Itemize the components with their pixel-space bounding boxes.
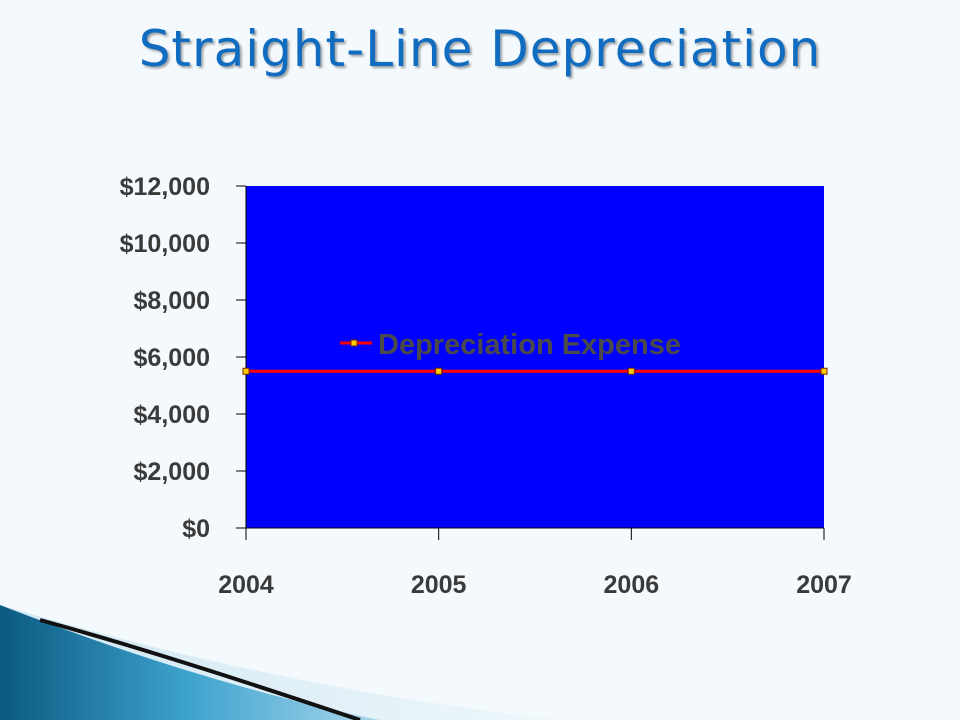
y-tick-label: $10,000 — [120, 230, 210, 258]
y-tick-label: $8,000 — [134, 287, 210, 315]
y-axis: $0 $2,000 $4,000 $6,000 $8,000 $10,000 $12,000 — [120, 173, 247, 543]
legend-marker-swatch — [350, 339, 358, 347]
data-point-marker — [435, 367, 443, 375]
y-tick-label: $4,000 — [134, 401, 210, 429]
y-tick-label: $0 — [182, 515, 210, 543]
x-tick-label: 2005 — [411, 571, 467, 599]
data-point-marker — [820, 367, 828, 375]
slide-title: Straight-Line Depreciation — [138, 20, 822, 78]
data-point-marker — [627, 367, 635, 375]
corner-swoosh-decoration — [0, 605, 560, 720]
series-layer — [242, 367, 828, 375]
x-tick-label: 2007 — [796, 571, 852, 599]
legend-label: Depreciation Expense — [378, 329, 681, 361]
data-point-marker — [242, 367, 250, 375]
x-tick-label: 2004 — [218, 571, 274, 599]
y-tick-label: $2,000 — [134, 458, 210, 486]
x-axis: 2004 2005 2006 2007 — [218, 527, 852, 599]
x-tick-label: 2006 — [604, 571, 660, 599]
legend: Depreciation Expense — [340, 329, 681, 361]
y-tick-label: $12,000 — [120, 173, 210, 201]
plot-area — [246, 186, 824, 528]
y-tick-label: $6,000 — [134, 344, 210, 372]
